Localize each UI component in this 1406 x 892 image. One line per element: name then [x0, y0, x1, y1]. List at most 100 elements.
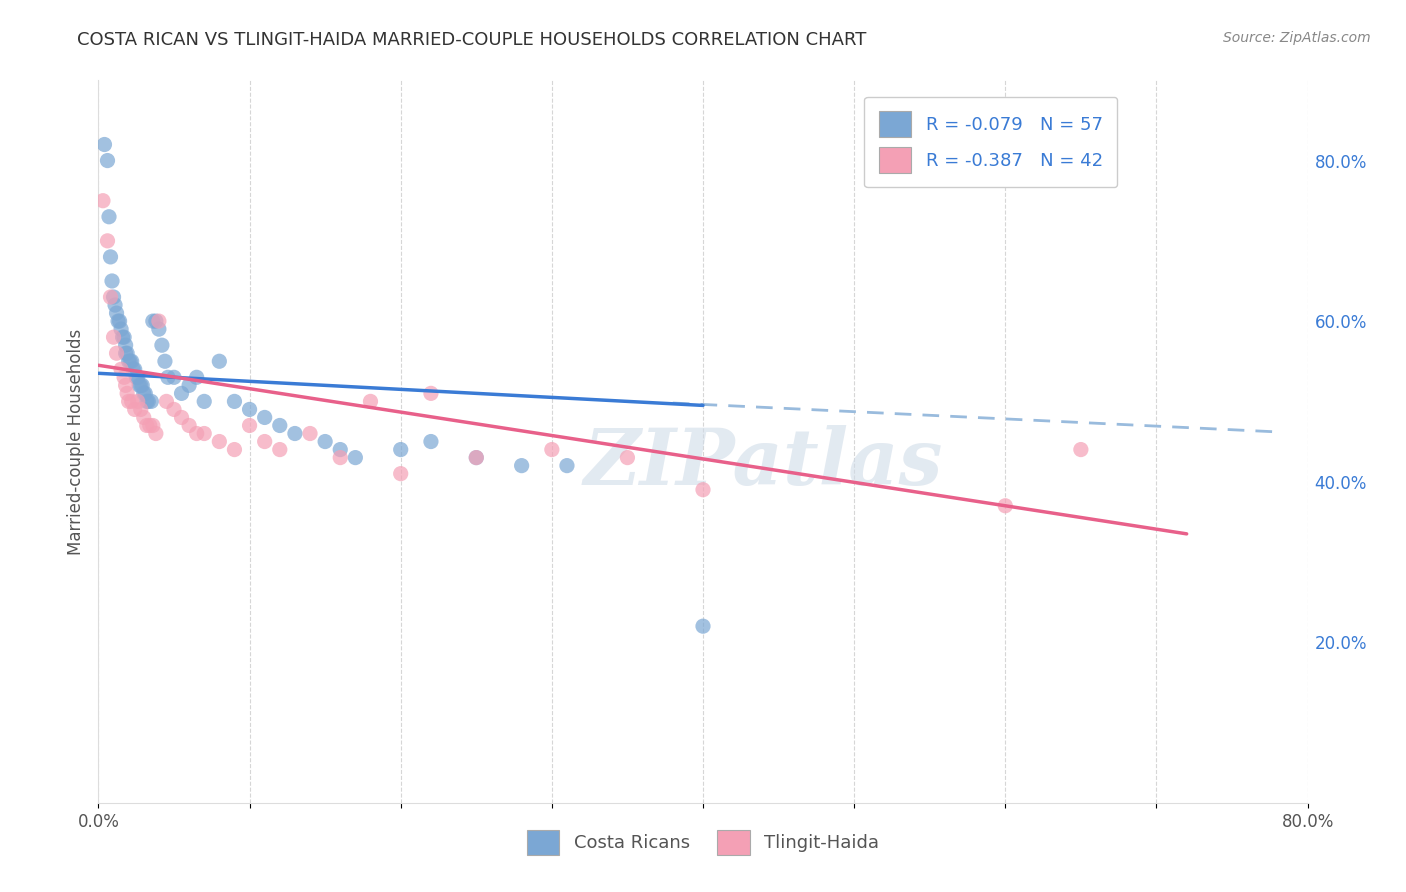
Point [253, 434, 276, 449]
Point [156, 370, 179, 384]
Point [107, 314, 129, 328]
Point [132, 386, 155, 401]
Point [150, 338, 173, 352]
Point [193, 394, 215, 409]
Text: COSTA RICAN VS TLINGIT-HAIDA MARRIED-COUPLE HOUSEHOLDS CORRELATION CHART: COSTA RICAN VS TLINGIT-HAIDA MARRIED-COU… [77, 31, 866, 49]
Point [125, 370, 148, 384]
Point [112, 330, 135, 344]
Point [269, 442, 291, 457]
Point [101, 274, 124, 288]
Point [179, 378, 201, 392]
Point [114, 378, 136, 392]
Point [127, 370, 149, 384]
Point [127, 394, 149, 409]
Point [692, 483, 714, 497]
Point [96, 153, 118, 168]
Point [193, 426, 215, 441]
Y-axis label: Married-couple Households: Married-couple Households [66, 328, 84, 555]
Point [314, 434, 336, 449]
Point [114, 346, 136, 360]
Point [129, 378, 152, 392]
Point [120, 354, 142, 368]
Point [128, 378, 150, 392]
Point [142, 418, 165, 433]
Point [224, 442, 246, 457]
Point [284, 426, 307, 441]
Point [136, 394, 159, 409]
Point [124, 402, 146, 417]
Point [129, 402, 152, 417]
Point [122, 362, 145, 376]
Point [104, 298, 127, 312]
Point [114, 338, 136, 352]
Point [994, 499, 1017, 513]
Point [170, 410, 193, 425]
Point [115, 386, 138, 401]
Point [112, 370, 135, 384]
Point [121, 394, 143, 409]
Point [148, 314, 170, 328]
Point [134, 386, 156, 401]
Point [155, 394, 177, 409]
Point [344, 450, 367, 465]
Point [105, 346, 128, 360]
Point [153, 354, 176, 368]
Point [115, 346, 138, 360]
Point [389, 467, 412, 481]
Point [135, 394, 157, 409]
Point [239, 418, 262, 433]
Point [110, 322, 132, 336]
Point [139, 418, 162, 433]
Point [1070, 442, 1092, 457]
Point [239, 402, 262, 417]
Point [179, 418, 201, 433]
Point [186, 370, 208, 384]
Point [329, 450, 352, 465]
Point [163, 370, 186, 384]
Point [145, 426, 167, 441]
Point [121, 354, 143, 368]
Point [208, 434, 231, 449]
Point [118, 394, 141, 409]
Point [163, 402, 186, 417]
Point [420, 434, 443, 449]
Point [111, 330, 134, 344]
Point [170, 386, 193, 401]
Point [465, 450, 488, 465]
Point [131, 378, 153, 392]
Point [100, 290, 122, 304]
Point [141, 394, 163, 409]
Point [224, 394, 246, 409]
Point [145, 314, 167, 328]
Point [269, 418, 291, 433]
Point [329, 442, 352, 457]
Point [105, 306, 128, 320]
Point [132, 410, 155, 425]
Point [108, 314, 131, 328]
Point [360, 394, 382, 409]
Point [208, 354, 231, 368]
Point [91, 194, 114, 208]
Text: Source: ZipAtlas.com: Source: ZipAtlas.com [1223, 31, 1371, 45]
Point [118, 354, 141, 368]
Point [135, 418, 157, 433]
Point [253, 410, 276, 425]
Point [98, 210, 121, 224]
Point [510, 458, 533, 473]
Point [299, 426, 322, 441]
Point [465, 450, 488, 465]
Point [103, 290, 125, 304]
Point [420, 386, 443, 401]
Legend: Costa Ricans, Tlingit-Haida: Costa Ricans, Tlingit-Haida [520, 822, 886, 863]
Point [110, 362, 132, 376]
Point [148, 322, 170, 336]
Point [389, 442, 412, 457]
Point [692, 619, 714, 633]
Text: ZIPatlas: ZIPatlas [583, 425, 943, 501]
Point [103, 330, 125, 344]
Point [100, 250, 122, 264]
Point [555, 458, 578, 473]
Point [540, 442, 562, 457]
Point [142, 314, 165, 328]
Point [96, 234, 118, 248]
